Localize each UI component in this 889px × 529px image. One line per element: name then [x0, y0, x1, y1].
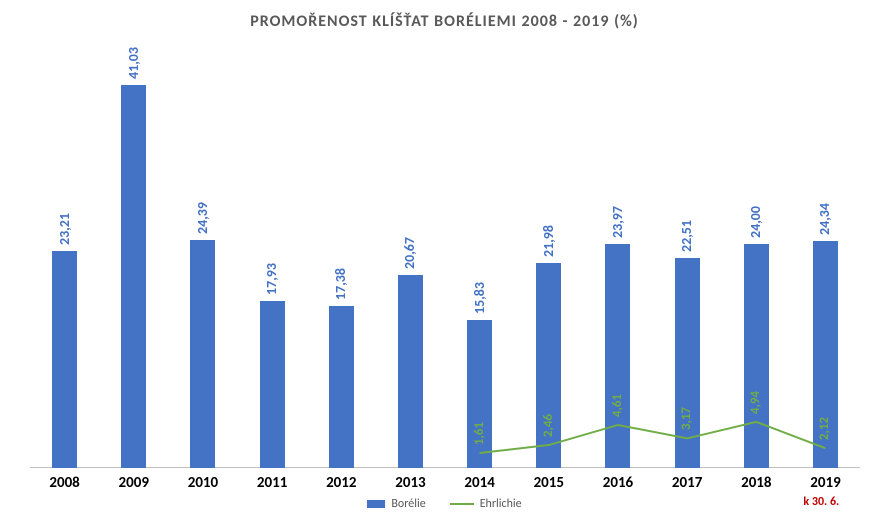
x-tick-2008: 2008 — [30, 474, 99, 492]
legend-label-borelie: Borélie — [391, 497, 425, 511]
legend-label-ehrlichie: Ehrlichie — [480, 497, 522, 511]
x-tick-2012: 2012 — [307, 474, 376, 492]
chart-title: PROMOŘENOST KLÍŠŤAT BORÉLIEMI 2008 - 201… — [0, 0, 889, 31]
line-label-2019: 2,12 — [817, 417, 832, 440]
line-label-2017: 3,17 — [679, 407, 694, 430]
line-label-2018: 4,94 — [748, 391, 763, 414]
x-tick-2016: 2016 — [583, 474, 652, 492]
x-tick-2010: 2010 — [168, 474, 237, 492]
legend-swatch-line — [450, 503, 474, 505]
legend-item-borelie: Borélie — [367, 497, 425, 511]
legend-item-ehrlichie: Ehrlichie — [450, 497, 522, 511]
line-label-2014: 1,61 — [472, 422, 487, 445]
line-label-2016: 4,61 — [610, 394, 625, 417]
plot-area: 23,2141,0324,3917,9317,3820,6715,8321,98… — [30, 48, 860, 468]
x-tick-2019: 2019 — [791, 474, 860, 492]
x-tick-2018: 2018 — [722, 474, 791, 492]
legend-swatch-bar — [367, 500, 385, 508]
legend: Borélie Ehrlichie — [0, 497, 889, 511]
x-tick-2009: 2009 — [99, 474, 168, 492]
x-tick-2013: 2013 — [376, 474, 445, 492]
x-tick-2014: 2014 — [445, 474, 514, 492]
x-tick-2011: 2011 — [238, 474, 307, 492]
x-tick-2017: 2017 — [653, 474, 722, 492]
x-axis: 2008200920102011201220132014201520162017… — [30, 474, 860, 492]
x-tick-2015: 2015 — [514, 474, 583, 492]
line-series-ehrlichie — [30, 48, 860, 468]
line-label-2015: 2,46 — [541, 414, 556, 437]
